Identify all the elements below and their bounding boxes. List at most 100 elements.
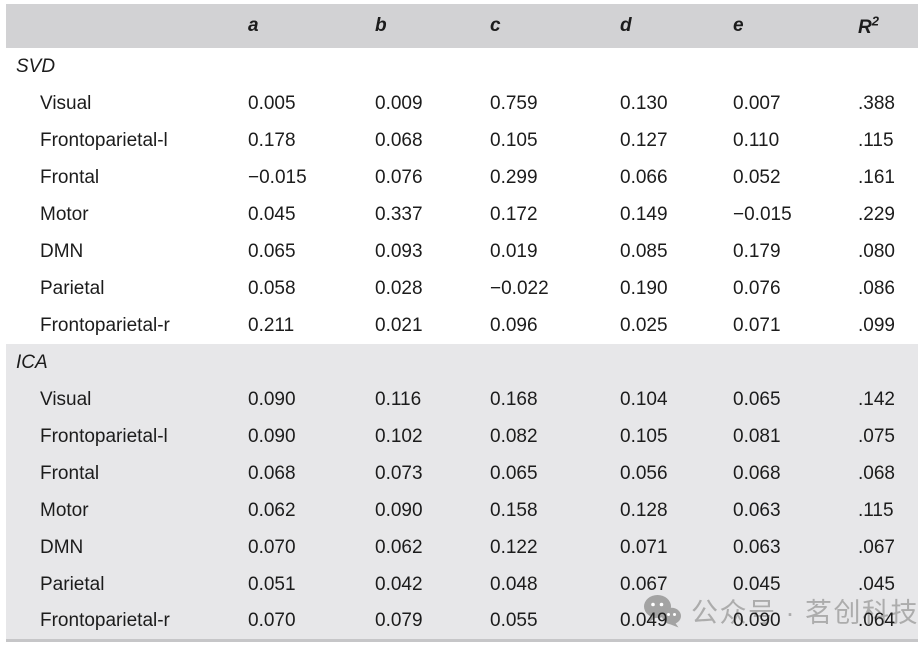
value-cell: 0.071 bbox=[733, 314, 781, 336]
value-cell: 0.102 bbox=[375, 425, 423, 447]
row-label: Visual bbox=[40, 388, 92, 410]
value-cell: 0.076 bbox=[375, 166, 423, 188]
table-row: Frontoparietal-r 0.211 0.021 0.096 0.025 0.07… bbox=[6, 307, 918, 344]
wechat-icon bbox=[644, 594, 681, 627]
value-cell: .064 bbox=[858, 609, 895, 631]
header-col-e: e bbox=[723, 4, 848, 48]
value-cell: 0.070 bbox=[248, 536, 296, 558]
value-cell: 0.021 bbox=[375, 314, 423, 336]
value-cell: 0.172 bbox=[490, 203, 538, 225]
results-table: a b c d e R2 SVD Visual 0.005 0.009 0.759 0.1… bbox=[6, 4, 918, 642]
value-cell: 0.104 bbox=[620, 388, 668, 410]
row-label: DMN bbox=[40, 240, 84, 262]
value-cell: 0.028 bbox=[375, 277, 423, 299]
value-cell: 0.179 bbox=[733, 240, 781, 262]
value-cell: 0.149 bbox=[620, 203, 668, 225]
watermark-text: 公众号 · 茗创科技 bbox=[691, 598, 919, 628]
value-cell: 0.130 bbox=[620, 92, 668, 114]
value-cell: 0.105 bbox=[490, 129, 538, 151]
table-row: Frontal 0.068 0.073 0.065 0.056 0.068 .068 bbox=[6, 455, 918, 492]
section-row-svd: SVD bbox=[6, 48, 918, 85]
value-cell: 0.105 bbox=[620, 425, 668, 447]
value-cell: 0.052 bbox=[733, 166, 781, 188]
value-cell: 0.071 bbox=[620, 536, 668, 558]
value-cell: 0.058 bbox=[248, 277, 296, 299]
value-cell: 0.019 bbox=[490, 240, 538, 262]
row-label: Frontoparietal-l bbox=[40, 425, 168, 447]
value-cell: 0.025 bbox=[620, 314, 668, 336]
value-cell: 0.096 bbox=[490, 314, 538, 336]
value-cell: −0.015 bbox=[733, 203, 792, 225]
value-cell: 0.082 bbox=[490, 425, 538, 447]
value-cell: 0.068 bbox=[375, 129, 423, 151]
row-label: DMN bbox=[40, 536, 84, 558]
table-row: DMN 0.070 0.062 0.122 0.071 0.063 .067 bbox=[6, 529, 918, 566]
row-label: Parietal bbox=[40, 277, 105, 299]
row-label: Motor bbox=[40, 203, 89, 225]
value-cell: .388 bbox=[858, 92, 895, 114]
value-cell: 0.299 bbox=[490, 166, 538, 188]
value-cell: 0.158 bbox=[490, 499, 538, 521]
value-cell: 0.045 bbox=[733, 573, 781, 595]
header-empty-cell bbox=[6, 4, 238, 48]
row-label: Motor bbox=[40, 499, 89, 521]
value-cell: .080 bbox=[858, 240, 895, 262]
table-body: SVD Visual 0.005 0.009 0.759 0.130 0.007 .388 Fr… bbox=[6, 48, 918, 640]
value-cell: 0.063 bbox=[733, 536, 781, 558]
table-row: Frontoparietal-l 0.090 0.102 0.082 0.105 0.08… bbox=[6, 418, 918, 455]
value-cell: .045 bbox=[858, 573, 895, 595]
section-label: SVD bbox=[16, 55, 56, 77]
row-label: Frontal bbox=[40, 462, 100, 484]
value-cell: .068 bbox=[858, 462, 895, 484]
value-cell: 0.211 bbox=[248, 314, 295, 336]
value-cell: 0.068 bbox=[733, 462, 781, 484]
value-cell: −0.022 bbox=[490, 277, 549, 299]
value-cell: 0.093 bbox=[375, 240, 423, 262]
header-col-c: c bbox=[480, 4, 610, 48]
value-cell: 0.062 bbox=[375, 536, 423, 558]
table-row: Frontal −0.015 0.076 0.299 0.066 0.052 .161 bbox=[6, 159, 918, 196]
header-col-d: d bbox=[610, 4, 723, 48]
table-row: Motor 0.062 0.090 0.158 0.128 0.063 .115 bbox=[6, 492, 918, 529]
value-cell: 0.068 bbox=[248, 462, 296, 484]
row-label: Visual bbox=[40, 92, 92, 114]
table-row: Parietal 0.051 0.042 0.048 0.067 0.045 .045 bbox=[6, 566, 918, 603]
header-row: a b c d e R2 bbox=[6, 4, 918, 48]
value-cell: .075 bbox=[858, 425, 895, 447]
value-cell: .142 bbox=[858, 388, 895, 410]
value-cell: 0.178 bbox=[248, 129, 296, 151]
value-cell: 0.081 bbox=[733, 425, 781, 447]
value-cell: 0.127 bbox=[620, 129, 668, 151]
value-cell: 0.073 bbox=[375, 462, 423, 484]
value-cell: .067 bbox=[858, 536, 895, 558]
value-cell: 0.116 bbox=[375, 388, 422, 410]
table-row: Parietal 0.058 0.028 −0.022 0.190 0.076 .086 bbox=[6, 270, 918, 307]
value-cell: 0.009 bbox=[375, 92, 423, 114]
r2-base: R bbox=[858, 16, 872, 38]
row-label: Frontoparietal-l bbox=[40, 129, 168, 151]
value-cell: 0.045 bbox=[248, 203, 296, 225]
value-cell: 0.067 bbox=[620, 573, 668, 595]
value-cell: 0.070 bbox=[248, 609, 296, 631]
value-cell: 0.079 bbox=[375, 609, 423, 631]
table-row: Visual 0.005 0.009 0.759 0.130 0.007 .388 bbox=[6, 85, 918, 122]
value-cell: 0.007 bbox=[733, 92, 781, 114]
value-cell: 0.065 bbox=[490, 462, 538, 484]
row-label: Frontoparietal-r bbox=[40, 609, 170, 631]
value-cell: 0.048 bbox=[490, 573, 538, 595]
wechat-watermark: 公众号 · 茗创科技 bbox=[642, 591, 919, 630]
table-row: Frontoparietal-l 0.178 0.068 0.105 0.127 0.11… bbox=[6, 122, 918, 159]
value-cell: 0.049 bbox=[620, 609, 668, 631]
header-col-a: a bbox=[238, 4, 365, 48]
value-cell: 0.062 bbox=[248, 499, 296, 521]
value-cell: 0.759 bbox=[490, 92, 538, 114]
value-cell: .115 bbox=[858, 499, 894, 521]
header-col-r2: R2 bbox=[848, 4, 918, 48]
value-cell: 0.337 bbox=[375, 203, 423, 225]
value-cell: 0.085 bbox=[620, 240, 668, 262]
value-cell: 0.066 bbox=[620, 166, 668, 188]
row-label: Frontal bbox=[40, 166, 100, 188]
section-label: ICA bbox=[16, 351, 48, 373]
header-col-b: b bbox=[365, 4, 480, 48]
value-cell: 0.065 bbox=[248, 240, 296, 262]
